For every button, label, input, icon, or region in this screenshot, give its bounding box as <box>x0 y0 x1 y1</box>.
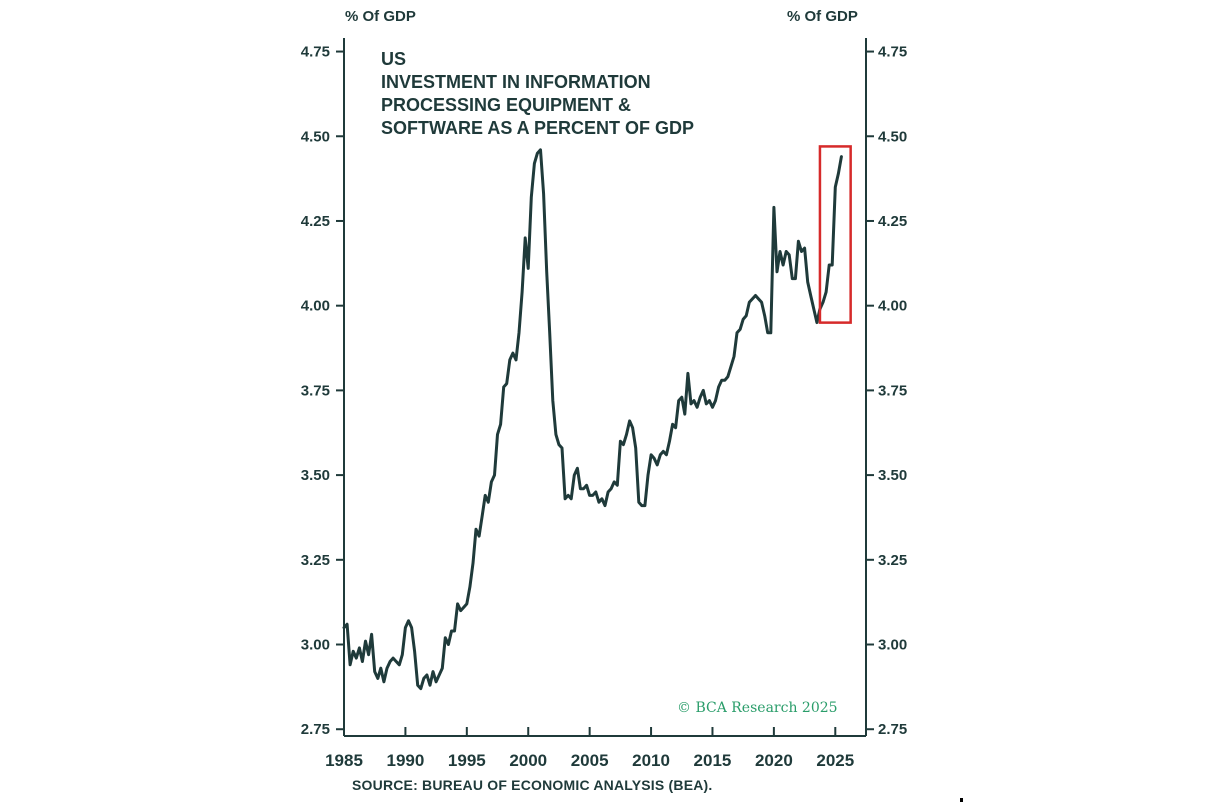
y-tick-label-left: 4.00 <box>301 298 330 315</box>
y-tick-label-left: 3.00 <box>301 637 330 654</box>
y-tick-label-right: 3.00 <box>878 637 907 654</box>
y-tick-label-left: 2.75 <box>301 721 330 738</box>
stray-dot <box>960 798 963 802</box>
x-tick-label: 1985 <box>325 751 363 770</box>
chart-title-line-2: INVESTMENT IN INFORMATION <box>381 72 651 92</box>
y-tick-label-right: 3.75 <box>878 382 907 399</box>
chart-title-line-1: US <box>381 49 407 69</box>
x-tick-label: 1990 <box>386 751 424 770</box>
y-tick-label-right: 4.25 <box>878 213 907 230</box>
y-tick-label-right: 4.75 <box>878 44 907 61</box>
left-axis-unit-label: % Of GDP <box>345 8 416 25</box>
y-tick-label-left: 4.25 <box>301 213 330 230</box>
chart-title-line-4: SOFTWARE AS A PERCENT OF GDP <box>381 118 695 138</box>
x-tick-label: 2015 <box>694 751 732 770</box>
x-tick-label: 2010 <box>632 751 670 770</box>
y-tick-label-right: 3.25 <box>878 552 907 569</box>
source-note: SOURCE: BUREAU OF ECONOMIC ANALYSIS (BEA… <box>352 777 713 793</box>
x-tick-label: 1995 <box>448 751 486 770</box>
y-tick-label-left: 4.50 <box>301 128 330 145</box>
highlight-box <box>818 145 852 324</box>
bca-research-credit: © BCA Research 2025 <box>677 700 838 716</box>
y-tick-label-left: 4.75 <box>301 44 330 61</box>
y-tick-label-left: 3.25 <box>301 552 330 569</box>
series-line <box>342 148 843 691</box>
right-axis-unit-label: % Of GDP <box>787 8 858 25</box>
x-tick-label: 2025 <box>816 751 854 770</box>
y-tick-label-right: 2.75 <box>878 721 907 738</box>
y-tick-label-left: 3.50 <box>301 467 330 484</box>
x-tick-label: 2000 <box>509 751 547 770</box>
x-tick-label: 2005 <box>571 751 609 770</box>
y-tick-label-right: 4.50 <box>878 128 907 145</box>
chart-title-line-3: PROCESSING EQUIPMENT & <box>381 95 632 115</box>
y-tick-label-left: 3.75 <box>301 382 330 399</box>
y-tick-label-right: 3.50 <box>878 467 907 484</box>
x-tick-label: 2020 <box>755 751 793 770</box>
y-tick-label-right: 4.00 <box>878 298 907 315</box>
